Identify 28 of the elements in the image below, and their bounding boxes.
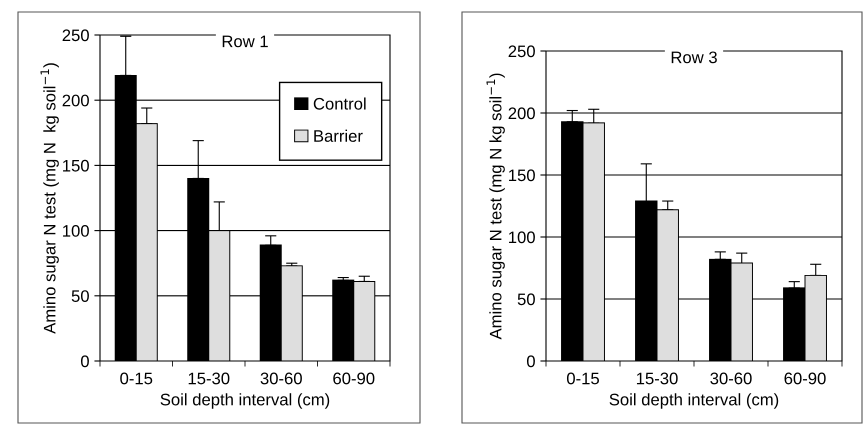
y-tick-label: 0 [80,355,89,368]
x-tick-label: 0-15 [120,372,152,384]
y-tick-label: 150 [509,169,535,182]
y-tick-label: 200 [508,107,535,120]
y-tick-label: 200 [62,94,89,106]
x-tick-label: 15-30 [188,372,230,384]
y-tick-label: 50 [72,290,89,302]
y-tick-label: 250 [62,29,89,42]
chart-title: Row 3 [672,51,717,64]
x-tick-label: 0-15 [566,372,599,384]
y-tick-label: 100 [509,231,535,244]
x-tick-label: 60-90 [784,372,826,384]
legend-label: Barrier [314,130,363,142]
y-axis-title: Amino sugar N test (mg N kg soil$^{−1}$) [40,63,59,334]
x-tick-label: 30-60 [260,372,302,384]
x-tick-label: 15-30 [636,372,678,384]
x-tick-label: 60-90 [333,372,374,384]
y-tick-label: 250 [508,45,535,58]
y-tick-label: 0 [526,355,535,368]
chart-title: Row 1 [222,36,268,48]
legend-label: Control [314,97,366,110]
y-tick-label: 100 [63,225,89,237]
y-tick-label: 150 [63,160,89,172]
x-axis-title: Soil depth interval (cm) [160,393,330,409]
y-axis-title: Amino sugar N test (mg N kg soil$^{−1}$) [486,74,505,340]
x-tick-label: 30-60 [710,372,752,384]
x-axis-title: Soil depth interval (cm) [610,393,778,409]
y-tick-label: 50 [518,293,535,306]
